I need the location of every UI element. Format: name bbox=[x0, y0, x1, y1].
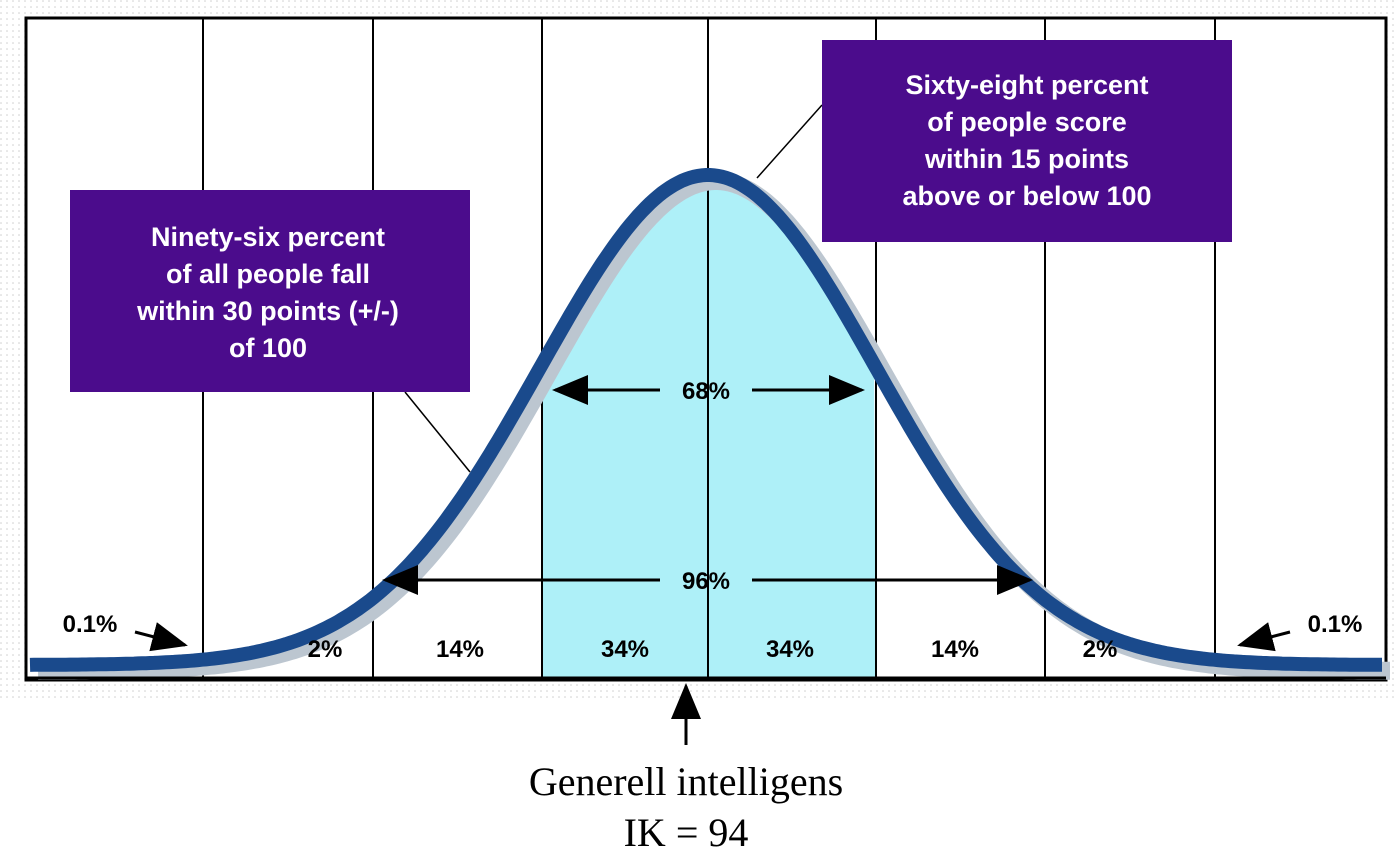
caption-line: IK = 94 bbox=[624, 810, 749, 855]
leader-line bbox=[756, 104, 823, 179]
arrow bbox=[1237, 622, 1291, 652]
callout-box bbox=[822, 40, 1232, 242]
left-callout: Ninety-six percent of all people fall wi… bbox=[70, 190, 470, 392]
range-label: 96% bbox=[682, 568, 730, 595]
arrow bbox=[134, 622, 188, 652]
segment-labels: 0.1% 2% 14% 34% 34% 14% 2% 0.1% bbox=[63, 611, 1363, 663]
leader-line bbox=[404, 391, 471, 473]
segment-label: 0.1% bbox=[63, 611, 118, 638]
segment-label: 0.1% bbox=[1308, 611, 1363, 638]
segment-label: 34% bbox=[601, 636, 649, 663]
segment-label: 2% bbox=[1083, 636, 1118, 663]
callout-line: Ninety-six percent bbox=[151, 222, 385, 252]
callout-line: of 100 bbox=[229, 333, 307, 363]
callout-box bbox=[70, 190, 470, 392]
range-arrows bbox=[134, 375, 1291, 745]
right-callout: Sixty-eight percent of people score with… bbox=[822, 40, 1232, 242]
segment-label: 14% bbox=[436, 636, 484, 663]
callout-line: above or below 100 bbox=[902, 181, 1151, 211]
caption-line: Generell intelligens bbox=[529, 759, 843, 804]
callout-line: of all people fall bbox=[166, 259, 370, 289]
segment-label: 14% bbox=[931, 636, 979, 663]
callout-line: Sixty-eight percent bbox=[905, 70, 1148, 100]
bell-curve bbox=[29, 168, 1382, 672]
segment-label: 34% bbox=[766, 636, 814, 663]
callout-line: within 30 points (+/-) bbox=[136, 296, 399, 326]
callout-line: within 15 points bbox=[924, 144, 1129, 174]
callout-line: of people score bbox=[927, 107, 1127, 137]
range-label: 68% bbox=[682, 378, 730, 405]
segment-label: 2% bbox=[308, 636, 343, 663]
